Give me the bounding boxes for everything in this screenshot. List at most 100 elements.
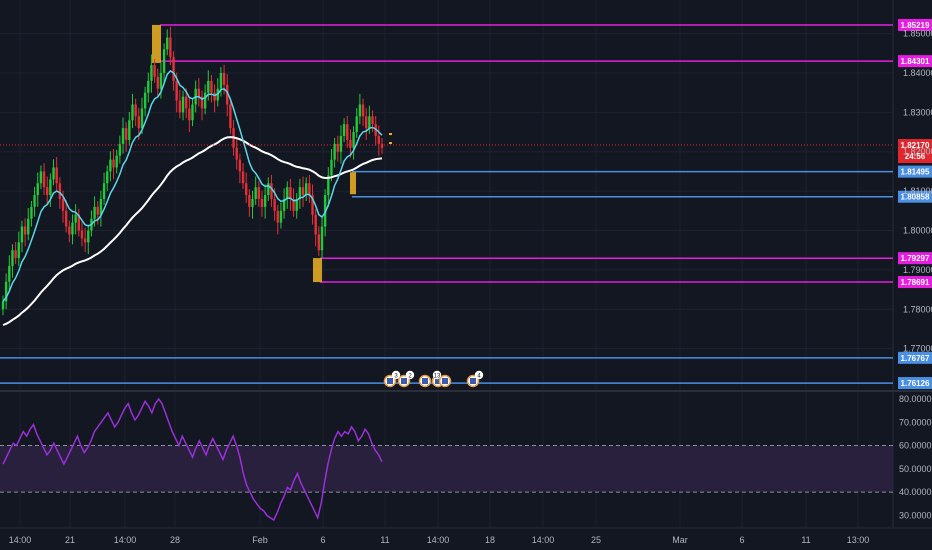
time-axis[interactable]: 14:00 21 14:00 28 Feb 6 11 14:00 18 14:00 25 Mar 6 11… [9, 535, 870, 545]
highlight-boxes [152, 24, 356, 283]
candle-body [93, 206, 96, 219]
candle-body [159, 72, 163, 89]
level-tag-text: 1.84301 [901, 57, 930, 66]
candle-body [305, 183, 308, 196]
candle-body [282, 199, 286, 211]
time-tick-label: 14:00 [9, 535, 32, 545]
candle-body [175, 80, 178, 101]
candle-body [11, 250, 14, 266]
level-tag[interactable] [898, 252, 932, 265]
candle-body [14, 250, 17, 259]
candle-body [23, 226, 27, 235]
candle-body [4, 281, 8, 302]
flag-icon-fill [442, 378, 448, 384]
candle-body [96, 206, 99, 215]
candle-body [128, 120, 131, 140]
flag-icon-fill [435, 378, 441, 384]
candle-body [327, 175, 330, 196]
candle-body [320, 226, 324, 251]
candle-body [156, 76, 159, 89]
candle-body [17, 242, 20, 259]
candle-body [52, 167, 55, 180]
candle-body [124, 128, 128, 140]
candle-body [33, 195, 36, 207]
candle-body [87, 230, 90, 243]
event-count-badge[interactable] [432, 370, 442, 380]
price-tick-label: 1.83000 [903, 107, 932, 117]
candle-body [244, 183, 248, 196]
candle-body [153, 65, 156, 77]
time-tick-label: 25 [591, 535, 601, 545]
level-tag[interactable] [898, 190, 932, 203]
current-price-tag[interactable] [898, 139, 932, 164]
candle-body [46, 187, 49, 196]
fast-moving-average-line [2, 69, 383, 302]
time-tick-label: 14:00 [427, 535, 450, 545]
horizontal-levels[interactable]: 1.85219 1.84301 1.81495 1.80858 1.79297 1.786… [0, 18, 932, 390]
current-price-text: 1.82170 [901, 141, 930, 150]
candle-body [342, 124, 346, 136]
candle-body [80, 230, 84, 239]
event-markers[interactable]: 3 2 13 4 [383, 370, 484, 388]
candle-body [308, 183, 311, 196]
time-tick-label: 21 [65, 535, 75, 545]
candle-body [8, 265, 11, 282]
time-tick-label: 11 [801, 535, 810, 545]
candle-body [257, 187, 261, 199]
candle-body [200, 96, 204, 109]
price-axis[interactable]: 1.85000 1.84000 1.83000 1.82000 1.81000 1.800… [899, 29, 932, 521]
price-tick-label: 1.77000 [903, 344, 932, 354]
grid [0, 0, 932, 529]
candle-body [349, 139, 352, 148]
candle-body [298, 187, 302, 199]
candle-body [207, 80, 210, 93]
candle-body [191, 104, 194, 121]
level-tag[interactable] [898, 276, 932, 289]
event-count-badge[interactable] [391, 370, 401, 380]
level-tag-text: 1.81495 [901, 168, 930, 177]
level-tag[interactable] [898, 55, 932, 68]
highlight-box [313, 258, 322, 283]
candle-body [147, 80, 150, 93]
candle-body [162, 49, 166, 73]
flag-icon-fill [387, 378, 393, 384]
candle-body [109, 159, 112, 172]
level-tag[interactable] [898, 165, 932, 178]
event-count-badge[interactable] [474, 370, 484, 380]
event-count-badge[interactable] [405, 370, 415, 380]
candle-body [61, 199, 65, 211]
level-tag-text: 1.76767 [901, 354, 930, 363]
time-tick-label: 18 [485, 535, 495, 545]
price-tick-label: 1.85000 [903, 29, 932, 39]
candle-body [27, 218, 30, 235]
candle-body [172, 57, 175, 81]
time-tick-label: 14:00 [114, 535, 137, 545]
candle-body [333, 143, 336, 160]
level-tag[interactable] [898, 18, 932, 31]
rsi-tick-label: 40.0000 [899, 487, 932, 497]
candle-body [74, 214, 77, 223]
candle-body [219, 72, 223, 89]
candle-body [64, 210, 68, 227]
candle-body [99, 199, 103, 215]
time-tick-label: Mar [672, 535, 688, 545]
candle-body [213, 92, 216, 101]
event-count-text: 13 [434, 374, 441, 380]
event-count-text: 2 [408, 374, 412, 380]
candle-body [238, 159, 242, 172]
level-tag[interactable] [898, 377, 932, 390]
time-tick-label: Feb [252, 535, 268, 545]
candle-body [254, 187, 257, 199]
candle-body [336, 143, 339, 152]
candle-body [263, 195, 267, 207]
candle-body [267, 183, 270, 196]
time-tick-label: 6 [320, 535, 325, 545]
candle-body [121, 128, 125, 144]
candle-body [1, 301, 5, 310]
level-tag[interactable] [898, 351, 932, 364]
flag-icon-fill [422, 378, 428, 384]
candle-body [226, 84, 229, 105]
rsi-tick-label: 30.0000 [899, 510, 932, 520]
candle-body [368, 116, 371, 129]
